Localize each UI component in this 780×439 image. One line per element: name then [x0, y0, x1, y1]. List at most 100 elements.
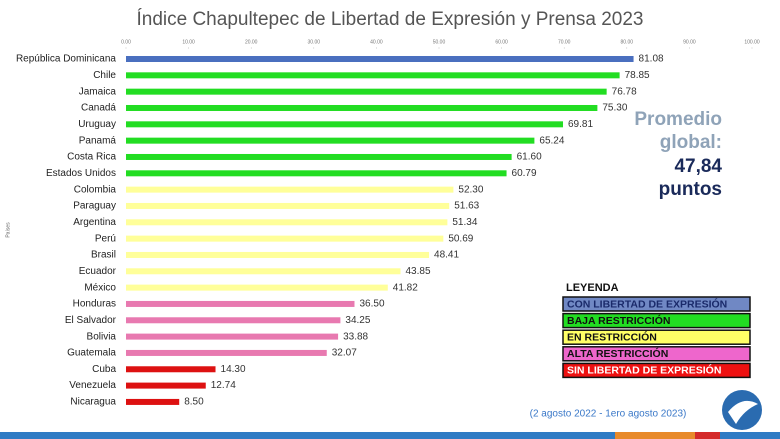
- bar: [126, 268, 401, 275]
- y-tick-label: Bolivia: [87, 331, 117, 342]
- bar: [126, 121, 564, 128]
- bar: [126, 366, 216, 373]
- data-label: 69.81: [568, 119, 593, 130]
- y-tick-label: República Dominicana: [16, 54, 116, 65]
- data-label: 48.41: [434, 250, 459, 261]
- footer-stripe: [615, 432, 695, 439]
- bar: [126, 251, 430, 258]
- data-label: 50.69: [448, 233, 473, 244]
- annotation: Promedio: [634, 109, 722, 130]
- legend-label: EN RESTRICCIÓN: [567, 330, 657, 343]
- bar: [126, 72, 620, 79]
- y-tick-label: México: [84, 282, 116, 293]
- data-label: 60.79: [512, 168, 537, 179]
- annotation: puntos: [659, 179, 722, 200]
- legend-label: SIN LIBERTAD DE EXPRESIÓN: [567, 364, 721, 377]
- bar: [126, 300, 355, 307]
- y-tick-label: Venezuela: [69, 380, 116, 391]
- y-tick-label: Brasil: [91, 250, 116, 261]
- data-label: 41.82: [393, 282, 418, 293]
- bar: [126, 88, 607, 95]
- data-label: 32.07: [332, 348, 357, 359]
- x-tick-label: 20.00: [245, 39, 258, 45]
- chart-title: Índice Chapultepec de Libertad de Expres…: [136, 9, 643, 30]
- bar: [126, 56, 634, 62]
- bar: [126, 235, 444, 242]
- bar: [126, 349, 327, 356]
- data-label: 78.85: [625, 70, 650, 81]
- annotation: 47,84: [674, 156, 722, 177]
- bar: [126, 398, 180, 405]
- x-tick-label: 70.00: [558, 39, 571, 45]
- y-tick-label: Ecuador: [79, 266, 117, 277]
- data-label: 33.88: [343, 331, 368, 342]
- data-label: 75.30: [602, 103, 627, 114]
- x-tick-label: 100.00: [744, 39, 760, 45]
- y-tick-label: Colombia: [74, 184, 117, 195]
- footer-stripe: [695, 432, 720, 439]
- bar: [126, 153, 512, 160]
- data-label: 43.85: [406, 266, 431, 277]
- x-tick-label: 0.00: [121, 39, 131, 45]
- legend-title: LEYENDA: [566, 282, 619, 294]
- bar: [126, 170, 507, 177]
- legend-swatch: [562, 346, 751, 362]
- y-tick-label: Nicaragua: [70, 397, 116, 408]
- bar: [126, 137, 535, 144]
- x-tick-label: 90.00: [683, 39, 696, 45]
- bar: [126, 333, 339, 340]
- y-tick-label: Panamá: [79, 135, 117, 146]
- data-label: 65.24: [539, 135, 564, 146]
- y-tick-label: Chile: [93, 70, 116, 81]
- bar: [126, 202, 450, 209]
- data-label: 76.78: [612, 86, 637, 97]
- legend-swatch: [562, 362, 751, 379]
- data-label: 51.34: [452, 217, 477, 228]
- x-tick-label: 30.00: [308, 39, 321, 45]
- y-tick-label: Jamaica: [79, 86, 117, 97]
- data-label: 14.30: [221, 364, 246, 375]
- bar: [126, 104, 598, 111]
- annotation: global:: [660, 132, 722, 153]
- data-label: 61.60: [517, 152, 542, 163]
- y-tick-label: Estados Unidos: [46, 168, 116, 179]
- y-tick-label: Canadá: [81, 103, 116, 114]
- bar: [126, 284, 388, 291]
- x-tick-label: 60.00: [495, 39, 508, 45]
- y-tick-label: Honduras: [73, 299, 116, 310]
- x-tick-label: 10.00: [182, 39, 195, 45]
- data-label: 12.74: [211, 380, 236, 391]
- bar: [126, 382, 206, 389]
- y-tick-label: Costa Rica: [67, 152, 116, 163]
- y-tick-label: Uruguay: [78, 119, 116, 130]
- legend-swatch: [562, 296, 751, 312]
- bar: [126, 317, 341, 324]
- x-tick-label: 80.00: [621, 39, 634, 45]
- data-label: 36.50: [359, 299, 384, 310]
- legend-swatch: [562, 329, 751, 345]
- y-tick-label: Paraguay: [73, 201, 116, 212]
- legend-label: BAJA RESTRICCIÓN: [567, 314, 670, 327]
- y-tick-label: El Salvador: [65, 315, 117, 326]
- x-tick-label: 40.00: [370, 39, 383, 45]
- footer-stripe: [0, 432, 780, 439]
- y-axis-label: Países: [5, 222, 11, 238]
- legend-swatch: [562, 312, 751, 329]
- period-note: (2 agosto 2022 - 1ero agosto 2023): [530, 409, 687, 420]
- data-label: 52.30: [458, 184, 483, 195]
- logo-shape: [728, 400, 758, 424]
- legend-label: CON LIBERTAD DE EXPRESIÓN: [567, 297, 727, 310]
- y-tick-label: Cuba: [92, 364, 116, 375]
- data-label: 51.63: [454, 201, 479, 212]
- y-tick-label: Argentina: [73, 217, 116, 228]
- y-tick-label: Guatemala: [67, 348, 116, 359]
- bar: [126, 219, 448, 226]
- data-label: 8.50: [184, 397, 204, 408]
- legend-label: ALTA RESTRICCIÓN: [567, 347, 668, 360]
- x-tick-label: 50.00: [433, 39, 446, 45]
- data-label: 81.08: [639, 54, 664, 65]
- y-tick-label: Perú: [95, 233, 116, 244]
- data-label: 34.25: [345, 315, 370, 326]
- bar: [126, 186, 454, 193]
